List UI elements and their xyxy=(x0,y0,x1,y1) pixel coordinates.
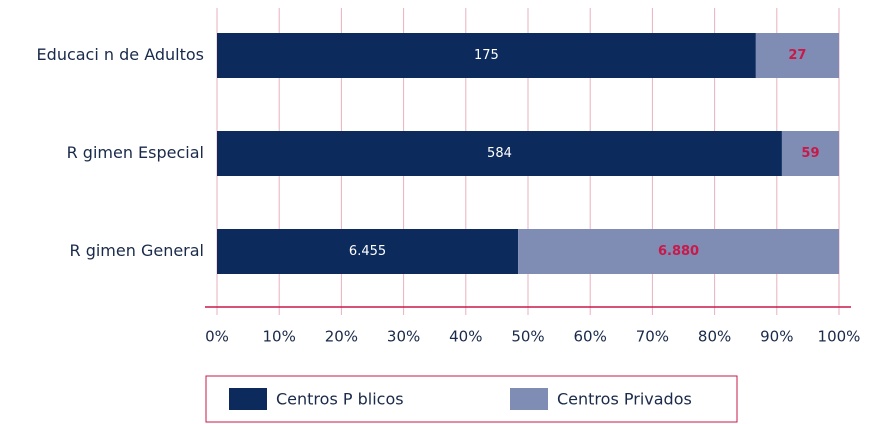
x-tick-label: 10% xyxy=(263,328,296,346)
x-tick-label: 50% xyxy=(511,328,544,346)
x-tick-label: 100% xyxy=(818,328,861,346)
bar xyxy=(755,33,839,78)
bar-label: 27 xyxy=(788,48,806,63)
bar xyxy=(217,229,519,274)
legend-label: Centros P blicos xyxy=(276,390,404,409)
x-tick-label: 70% xyxy=(636,328,669,346)
x-tick-label: 0% xyxy=(205,328,229,346)
x-tick-label: 20% xyxy=(325,328,358,346)
bar-label: 584 xyxy=(487,146,512,161)
x-tick-label: 90% xyxy=(760,328,793,346)
bar xyxy=(781,131,839,176)
bar-label: 59 xyxy=(801,146,819,161)
bar xyxy=(217,33,756,78)
x-tick-label: 30% xyxy=(387,328,420,346)
legend-swatch xyxy=(510,388,548,410)
y-tick-label: R gimen Especial xyxy=(67,143,204,162)
x-tick-label: 40% xyxy=(449,328,482,346)
x-tick-label: 80% xyxy=(698,328,731,346)
x-tick-label: 60% xyxy=(574,328,607,346)
legend-label: Centros Privados xyxy=(557,390,692,409)
legend-box xyxy=(205,375,738,423)
bar xyxy=(518,229,839,274)
bar-label: 6.880 xyxy=(658,244,699,259)
bar-label: 6.455 xyxy=(349,244,386,259)
bar-label: 175 xyxy=(474,48,499,63)
y-tick-label: Educaci n de Adultos xyxy=(37,45,204,64)
bar xyxy=(217,131,782,176)
legend-swatch xyxy=(229,388,267,410)
y-tick-label: R gimen General xyxy=(69,241,204,260)
